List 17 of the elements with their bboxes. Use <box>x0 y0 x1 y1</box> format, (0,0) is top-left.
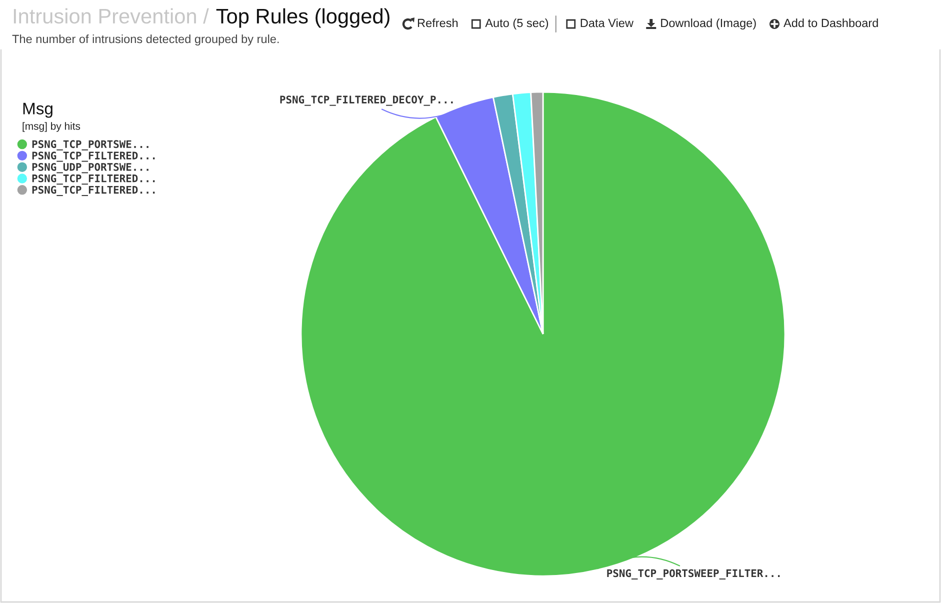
text: [msg] by hits <box>22 122 80 132</box>
text: Data View <box>580 18 634 28</box>
legend-label: PSNG_TCP_FILTERED... <box>32 186 155 196</box>
legend-title: Msg <box>23 102 52 118</box>
data-label: PSNG_TCP_FILTERED_DECOY_P... <box>280 96 453 106</box>
legend-label: PSNG_UDP_PORTSWE... <box>32 163 148 174</box>
text: Auto (5 sec) <box>485 18 548 30</box>
text: Add to Dashboard <box>784 18 878 28</box>
data-label: PSNG_TCP_PORTSWEEP_FILTER... <box>607 569 780 580</box>
chart-title: Top Rules (logged) <box>216 8 390 28</box>
text: Refresh <box>418 18 458 28</box>
legend-label: PSNG_TCP_PORTSWE... <box>32 140 148 150</box>
legend-label: PSNG_TCP_FILTERED... <box>32 174 155 185</box>
legend-label: PSNG_TCP_FILTERED... <box>32 152 155 162</box>
chart-subtitle: The number of intrusions detected grouped by rule. <box>12 34 279 46</box>
text: Download (Image) <box>661 18 756 30</box>
text: Intrusion Prevention / <box>14 8 209 24</box>
